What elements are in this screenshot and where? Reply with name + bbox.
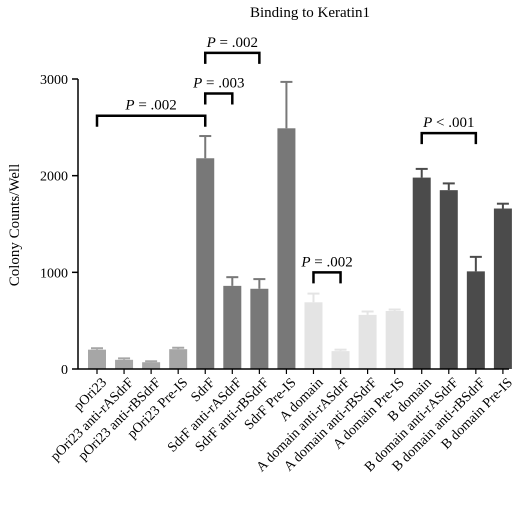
bar xyxy=(439,190,458,369)
bar xyxy=(358,314,377,369)
significance-label: P = .002 xyxy=(206,35,258,51)
bar xyxy=(304,302,323,369)
significance-bracket xyxy=(203,92,234,105)
significance-label: P = .002 xyxy=(300,254,352,270)
bar xyxy=(88,349,106,369)
y-axis-label: Colony Counts/Well xyxy=(7,164,23,287)
bar xyxy=(169,349,188,369)
bar xyxy=(385,311,404,369)
bars-group xyxy=(88,128,512,369)
significance-bracket xyxy=(312,271,342,284)
error-bars-group xyxy=(91,80,509,363)
y-tick-label: 1000 xyxy=(40,266,68,281)
bar xyxy=(412,177,431,369)
significance-bracket xyxy=(95,114,207,127)
p-symbol: P xyxy=(124,98,134,114)
y-tick-label: 2000 xyxy=(40,170,68,185)
p-value: = .003 xyxy=(202,76,244,92)
p-symbol: P xyxy=(300,254,310,270)
significance-label: P = .002 xyxy=(124,98,176,114)
p-value: = .002 xyxy=(135,98,177,114)
significance-bracket xyxy=(203,51,261,64)
p-symbol: P xyxy=(422,115,432,131)
bar xyxy=(115,359,134,369)
p-value: < .001 xyxy=(432,115,474,131)
y-tick-label: 3000 xyxy=(40,73,68,88)
y-ticks-group: 0 1000 2000 3000 xyxy=(40,73,78,378)
bar xyxy=(196,158,215,369)
bar xyxy=(223,285,242,369)
bar xyxy=(466,271,485,369)
y-tick-label: 0 xyxy=(61,363,68,378)
p-value: = .002 xyxy=(310,254,352,270)
bar xyxy=(493,208,512,369)
bar xyxy=(331,351,350,369)
chart-title: Binding to Keratin1 xyxy=(250,5,370,21)
bar xyxy=(250,288,269,369)
bar xyxy=(142,362,161,369)
axes-group xyxy=(77,79,509,370)
significance-bracket xyxy=(420,131,478,145)
p-symbol: P xyxy=(192,76,202,92)
p-symbol: P xyxy=(206,35,216,51)
bar xyxy=(277,128,296,369)
p-value: = .002 xyxy=(216,35,258,51)
significance-label: P < .001 xyxy=(422,115,474,131)
significance-label: P = .003 xyxy=(192,76,244,92)
